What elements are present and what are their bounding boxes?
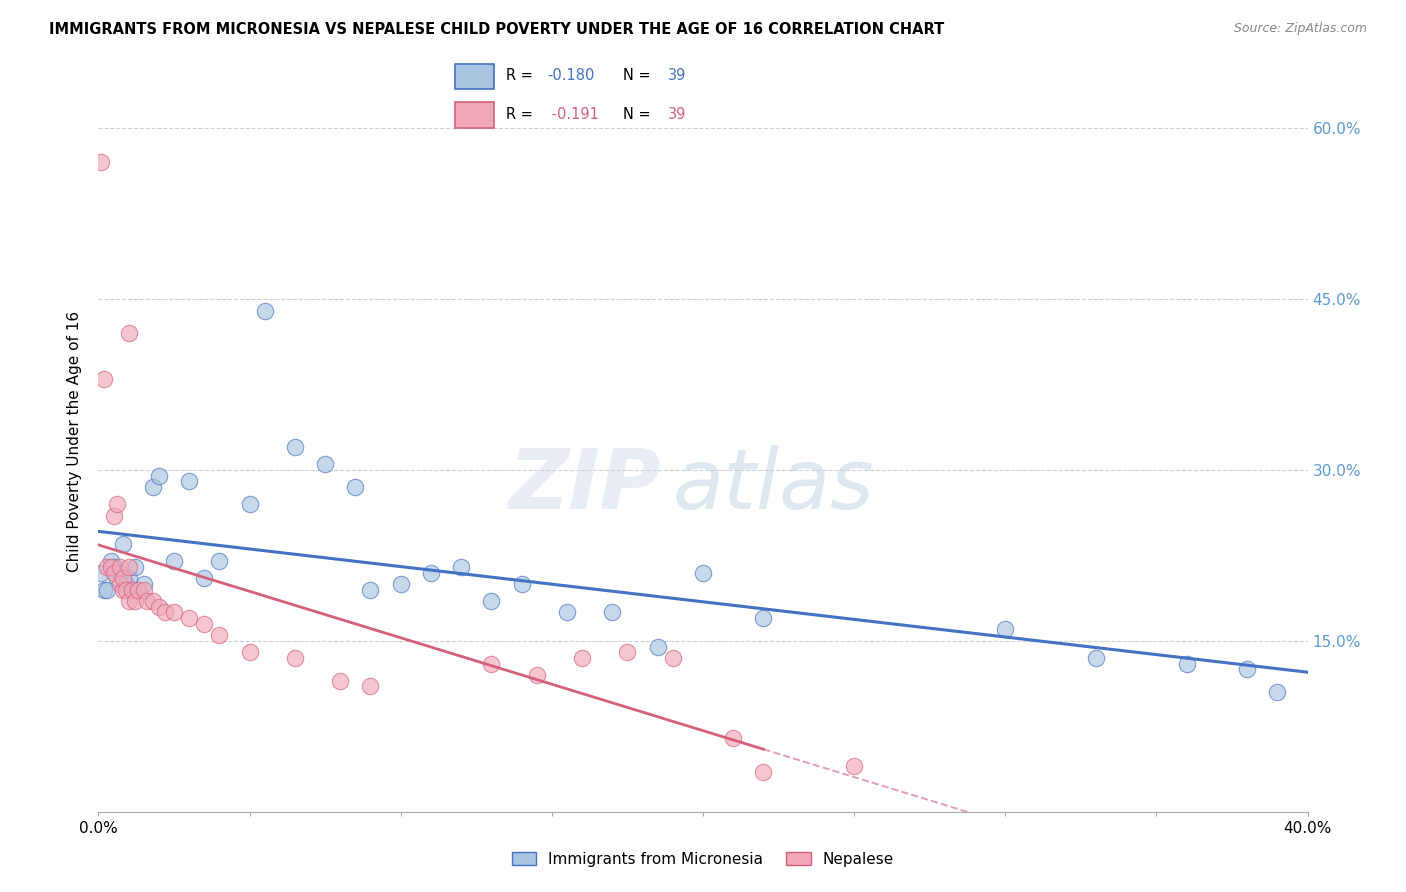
Text: 39: 39 <box>668 69 686 83</box>
Point <box>100 559 122 574</box>
Point <box>118 326 141 341</box>
Point <box>114 577 136 591</box>
Point <box>93 372 115 386</box>
Text: atlas: atlas <box>673 445 875 526</box>
Point <box>208 554 231 568</box>
Point <box>692 566 714 580</box>
Point <box>132 582 155 597</box>
Point <box>208 628 231 642</box>
Text: IMMIGRANTS FROM MICRONESIA VS NEPALESE CHILD POVERTY UNDER THE AGE OF 16 CORRELA: IMMIGRANTS FROM MICRONESIA VS NEPALESE C… <box>49 22 945 37</box>
Point <box>360 582 382 597</box>
Point <box>148 599 170 614</box>
Point <box>420 566 443 580</box>
Point <box>844 759 866 773</box>
Point <box>127 582 149 597</box>
Point <box>193 616 215 631</box>
Point <box>103 508 125 523</box>
Point <box>153 606 176 620</box>
Point <box>1267 685 1289 699</box>
Point <box>103 559 125 574</box>
Point <box>752 764 775 779</box>
Text: R =: R = <box>506 107 538 122</box>
Point <box>616 645 638 659</box>
Point <box>111 571 134 585</box>
Point <box>121 582 143 597</box>
Point <box>389 577 412 591</box>
Point <box>114 582 136 597</box>
Point <box>723 731 745 745</box>
Point <box>103 566 125 580</box>
Point <box>555 606 578 620</box>
Point <box>1175 657 1198 671</box>
Text: R =: R = <box>506 69 538 83</box>
Point <box>108 566 131 580</box>
Point <box>105 497 128 511</box>
Point <box>179 611 201 625</box>
Text: N =: N = <box>623 69 655 83</box>
Point <box>647 640 669 654</box>
Point <box>239 497 262 511</box>
Point <box>602 606 624 620</box>
Text: ZIP: ZIP <box>508 445 661 526</box>
Point <box>163 554 186 568</box>
Legend: Immigrants from Micronesia, Nepalese: Immigrants from Micronesia, Nepalese <box>505 844 901 874</box>
Point <box>118 594 141 608</box>
Point <box>124 594 146 608</box>
Point <box>111 582 134 597</box>
Point <box>481 594 503 608</box>
Point <box>193 571 215 585</box>
Point <box>329 673 352 688</box>
Point <box>90 566 112 580</box>
Point <box>118 559 141 574</box>
Point <box>96 582 118 597</box>
FancyBboxPatch shape <box>456 63 495 89</box>
Text: 39: 39 <box>668 107 686 122</box>
Point <box>510 577 533 591</box>
Point <box>662 651 685 665</box>
Point <box>96 559 118 574</box>
Point <box>90 155 112 169</box>
Text: Source: ZipAtlas.com: Source: ZipAtlas.com <box>1233 22 1367 36</box>
Point <box>239 645 262 659</box>
Point <box>253 303 276 318</box>
Point <box>179 475 201 489</box>
Text: N =: N = <box>623 107 655 122</box>
Point <box>752 611 775 625</box>
Point <box>93 582 115 597</box>
Point <box>132 577 155 591</box>
Point <box>108 559 131 574</box>
Point <box>163 606 186 620</box>
Point <box>111 537 134 551</box>
Point <box>142 480 165 494</box>
Point <box>526 668 548 682</box>
Point <box>105 571 128 585</box>
Point <box>571 651 593 665</box>
Point <box>108 577 131 591</box>
Point <box>450 559 472 574</box>
FancyBboxPatch shape <box>456 103 495 128</box>
Point <box>994 623 1017 637</box>
Point <box>142 594 165 608</box>
Text: -0.191: -0.191 <box>547 107 599 122</box>
Point <box>1085 651 1108 665</box>
Point <box>100 554 122 568</box>
Point <box>1236 662 1258 676</box>
Point <box>360 680 382 694</box>
Point <box>284 440 307 454</box>
Point <box>314 458 336 472</box>
Point <box>124 559 146 574</box>
Point <box>148 468 170 483</box>
Point <box>284 651 307 665</box>
Point <box>344 480 367 494</box>
Point <box>118 571 141 585</box>
Y-axis label: Child Poverty Under the Age of 16: Child Poverty Under the Age of 16 <box>67 311 83 572</box>
Text: -0.180: -0.180 <box>547 69 595 83</box>
Point <box>135 594 157 608</box>
Point <box>481 657 503 671</box>
